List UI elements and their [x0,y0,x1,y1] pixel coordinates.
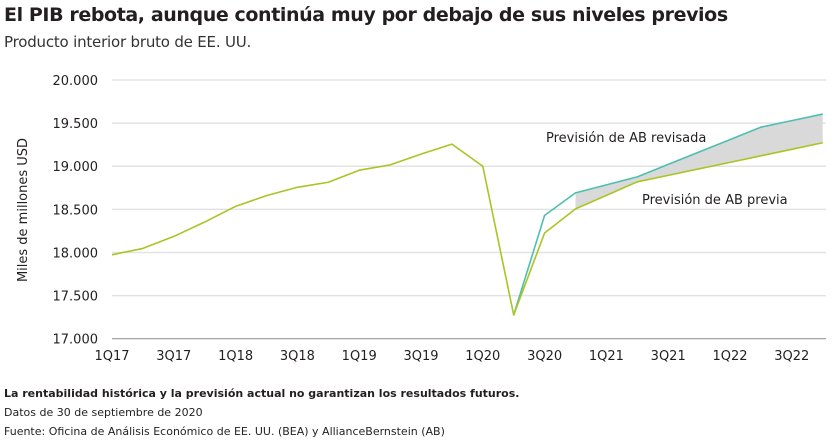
chart-title: El PIB rebota, aunque continúa muy por d… [4,4,728,26]
chart-subtitle: Producto interior bruto de EE. UU. [4,33,252,51]
disclaimer: La rentabilidad histórica y la previsión… [4,387,520,400]
x-tick-label: 1Q21 [589,349,624,364]
y-tick-label: 18.000 [53,246,99,261]
y-tick-label: 19.500 [53,117,99,132]
series-previous-forecast-line [111,141,823,316]
y-tick-label: 20.000 [53,74,99,89]
x-tick-label: 3Q21 [651,349,686,364]
series-revised-forecast-line [512,113,823,316]
x-tick-label: 3Q20 [527,349,562,364]
x-tick-label: 1Q19 [342,349,377,364]
source: Fuente: Oficina de Análisis Económico de… [4,425,445,438]
x-tick-label: 1Q22 [712,349,747,364]
y-tick-label: 17.000 [53,333,99,348]
x-tick-label: 3Q17 [156,349,191,364]
y-tick-label: 19.000 [53,160,99,175]
x-tick-label: 1Q20 [465,349,500,364]
x-tick-label: 3Q22 [774,349,809,364]
x-tick-label: 1Q17 [94,349,129,364]
forecast-gap-area [575,114,823,209]
x-tick-label: 1Q18 [218,349,253,364]
annotation-previous: Previsión de AB previa [642,193,788,208]
data-date: Datos de 30 de septiembre de 2020 [4,406,203,419]
x-tick-label: 3Q19 [403,349,438,364]
y-axis-label: Miles de millones USD [16,138,31,282]
y-tick-label: 17.500 [53,290,99,305]
x-tick-label: 3Q18 [280,349,315,364]
annotation-revised: Previsión de AB revisada [546,131,706,146]
y-tick-label: 18.500 [53,203,99,218]
